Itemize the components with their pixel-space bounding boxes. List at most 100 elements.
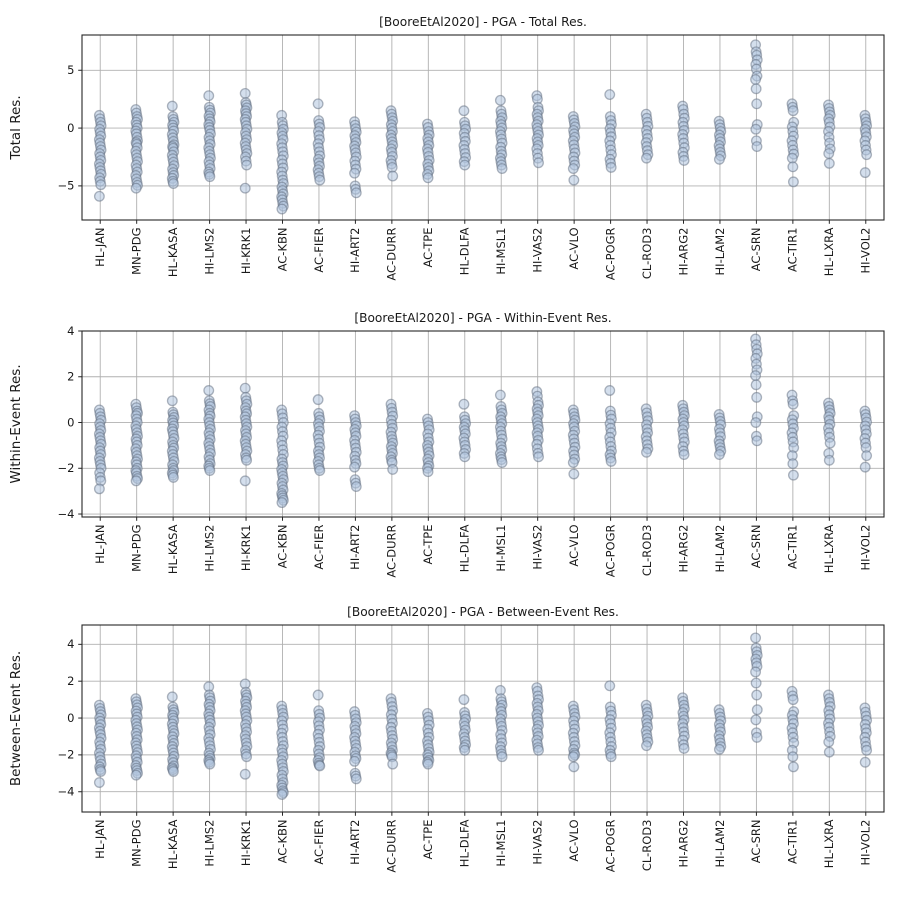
data-point	[751, 391, 763, 403]
data-point	[458, 105, 470, 117]
data-point	[568, 761, 580, 773]
y-axis-label: Total Res.	[8, 95, 24, 160]
data-point	[241, 751, 253, 763]
x-category-label: CL-ROD3	[640, 820, 654, 872]
data-point	[823, 454, 835, 466]
x-category-label: HL-LXRA	[822, 524, 836, 573]
data-point	[314, 760, 326, 772]
data-point	[95, 766, 107, 777]
y-tick-label: 0	[67, 415, 74, 429]
data-point	[750, 123, 762, 135]
data-point	[167, 766, 179, 777]
data-point	[751, 689, 763, 701]
data-point	[751, 141, 763, 153]
data-point	[93, 777, 105, 788]
x-category-label: AC-DURR	[385, 525, 399, 578]
data-point	[314, 465, 326, 477]
x-category-label: AC-SRN	[749, 525, 763, 569]
x-category-label: AC-DURR	[385, 228, 399, 281]
data-point	[204, 465, 216, 477]
x-category-label: HI-ART2	[348, 525, 362, 570]
y-tick-label: −5	[58, 179, 75, 193]
data-point	[458, 398, 470, 410]
data-point	[494, 389, 506, 401]
data-point	[678, 742, 690, 754]
data-point	[678, 449, 690, 460]
x-category-label: AC-TIR1	[786, 228, 800, 273]
data-point	[605, 455, 617, 467]
data-point	[459, 744, 471, 756]
data-point	[496, 163, 508, 174]
x-category-label: HI-ART2	[348, 228, 362, 273]
y-tick-label: 4	[67, 324, 74, 338]
chart-title: [BooreEtAl2020] - PGA - Between-Event Re…	[347, 605, 619, 619]
data-point	[239, 87, 251, 99]
data-point	[387, 463, 399, 475]
y-tick-label: −2	[58, 748, 75, 762]
data-point	[239, 182, 251, 194]
data-point	[604, 680, 616, 692]
axes-frame	[81, 330, 885, 518]
data-point	[713, 449, 725, 460]
x-category-label: HI-VAS2	[530, 525, 544, 570]
data-point	[95, 179, 107, 191]
data-point	[787, 694, 799, 706]
data-point	[750, 666, 762, 678]
x-category-label: AC-KBN	[275, 228, 289, 272]
x-category-label: HI-KRK1	[239, 525, 253, 572]
data-point	[859, 756, 871, 768]
data-point	[349, 167, 361, 179]
data-point	[203, 90, 215, 102]
data-point	[167, 471, 179, 483]
x-category-label: HI-LAM2	[713, 820, 727, 868]
data-point	[459, 451, 471, 463]
data-point	[312, 98, 324, 110]
x-category-label: HI-ART2	[348, 820, 362, 865]
x-category-label: AC-POGR	[603, 524, 617, 577]
data-point	[604, 89, 616, 100]
x-category-label: HI-KRK1	[239, 820, 253, 867]
data-point	[204, 758, 216, 770]
data-point	[350, 187, 362, 199]
data-point	[496, 457, 508, 468]
data-point	[276, 497, 288, 509]
x-category-label: AC-KBN	[275, 525, 289, 569]
data-point	[533, 451, 544, 463]
data-point	[350, 481, 362, 493]
data-point	[93, 190, 105, 202]
x-category-label: HL-LXRA	[822, 819, 836, 868]
data-point	[458, 694, 470, 706]
data-point	[239, 475, 251, 487]
x-category-label: HI-LAM2	[713, 228, 727, 276]
y-tick-label: 2	[67, 370, 74, 384]
data-point	[750, 379, 762, 391]
x-category-label: HI-LMS2	[202, 820, 216, 867]
x-category-label: HI-VOL2	[859, 228, 873, 274]
x-category-label: HL-KASA	[166, 819, 180, 869]
x-category-label: AC-DURR	[385, 820, 399, 873]
x-category-label: MN-PDG	[129, 525, 143, 572]
data-point	[751, 704, 763, 716]
y-tick-label: −4	[58, 785, 75, 799]
subplot-0: 5 0 −5 HL-JAN MN-PDG HL-KASA HI-LMS2 HI-KRK1 AC-…	[8, 15, 885, 281]
y-axis-label: Between-Event Res.	[8, 651, 24, 786]
x-category-label: AC-FIER	[312, 819, 326, 864]
data-point	[605, 751, 617, 763]
x-category-label: AC-VLO	[567, 525, 581, 567]
data-point	[350, 773, 362, 785]
x-category-label: AC-KBN	[275, 820, 289, 864]
x-category-label: HI-VAS2	[530, 820, 544, 865]
x-category-label: CL-ROD3	[640, 525, 654, 577]
data-point	[861, 149, 873, 161]
data-point	[567, 751, 579, 763]
data-point	[276, 789, 288, 800]
data-point	[641, 740, 652, 752]
y-tick-label: 2	[67, 674, 74, 688]
data-point	[604, 385, 616, 396]
y-axis-label: Within-Event Res.	[8, 364, 24, 483]
data-point	[605, 161, 617, 173]
data-point	[130, 182, 142, 194]
x-category-label: CL-ROD3	[640, 228, 654, 280]
data-point	[166, 395, 178, 407]
data-point	[166, 100, 178, 112]
